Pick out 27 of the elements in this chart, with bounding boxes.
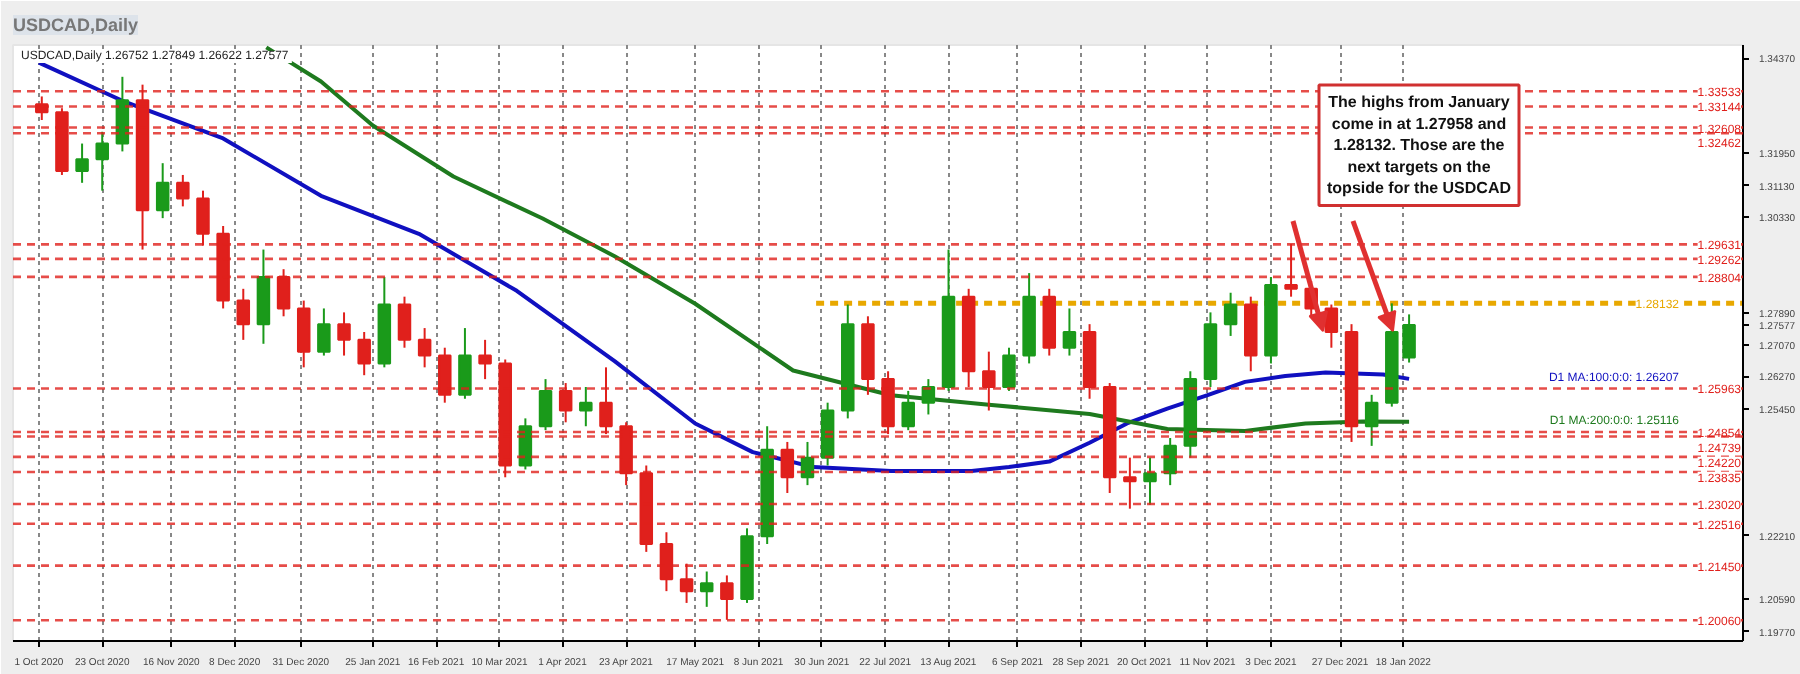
candlestick [337,311,351,357]
annotation: The highs from January come in at 1.27958 and 1.28132. Those are the next targets on the topside for the USDCAD [1327,93,1512,198]
candlestick [155,162,170,220]
candlestick [176,173,190,208]
candlestick [1324,303,1339,349]
candlestick [478,338,492,381]
candlestick [901,389,915,432]
candlestick [1163,437,1177,487]
candlestick [699,570,714,608]
candlestick [75,142,89,184]
candlestick [95,130,109,192]
chart-title: USDCAD,Daily [13,15,139,35]
candlestick [538,378,553,432]
candlestick [357,331,371,377]
candlestick [417,327,432,369]
candlestick [296,299,311,369]
candlestick [397,295,412,349]
candlestick [256,248,271,345]
candlestick [458,327,472,400]
candlestick [1143,456,1157,506]
candlestick [1002,346,1016,392]
candlestick [236,287,251,341]
candlestick [317,307,331,357]
candlestick [1364,393,1379,447]
candlestick [579,385,593,428]
candlestick [1062,307,1077,357]
candlestick [1223,291,1238,337]
